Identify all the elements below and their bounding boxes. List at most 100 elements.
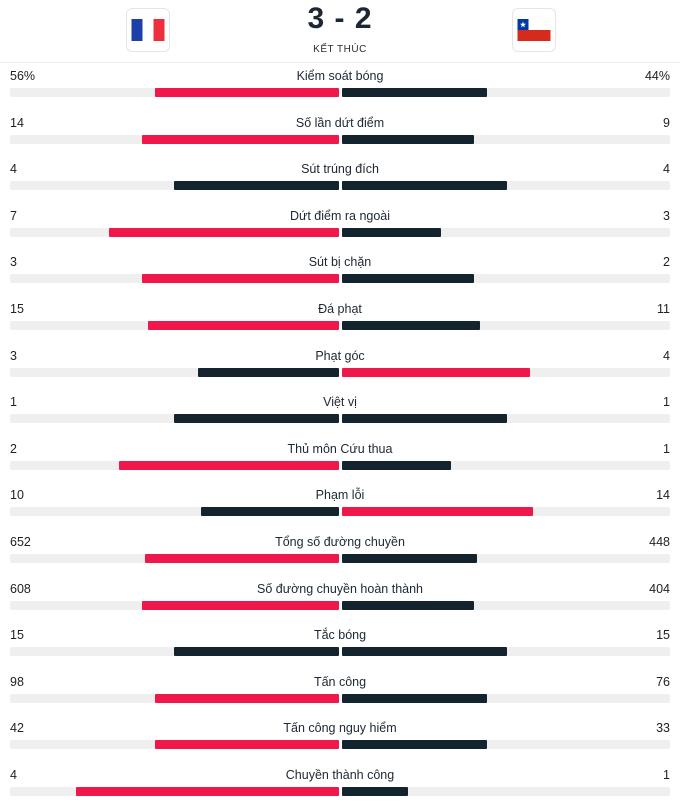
away-bar-track <box>342 553 670 563</box>
home-bar-track <box>10 507 339 517</box>
stat-row: 10 Phạm lỗi 14 <box>0 482 680 529</box>
away-bar-track <box>342 181 670 191</box>
stat-name: Kiểm soát bóng <box>296 69 384 83</box>
away-stat-value: 2 <box>663 255 670 270</box>
stat-row: 7 Dứt điểm ra ngoài 3 <box>0 203 680 250</box>
away-bar-fill <box>342 414 507 424</box>
home-bar-track <box>10 88 339 97</box>
away-bar-track <box>342 600 670 610</box>
away-bar-track <box>342 740 670 750</box>
chile-flag-icon[interactable] <box>512 8 556 52</box>
home-bar-fill <box>155 693 339 703</box>
home-bar-track <box>10 227 339 237</box>
stat-row: 1 Việt vị 1 <box>0 389 680 436</box>
home-bar-fill <box>119 460 339 470</box>
home-bar-track <box>10 647 339 657</box>
away-stat-value: 9 <box>663 115 670 130</box>
away-stat-value: 33 <box>656 721 670 736</box>
away-bar-fill <box>342 181 507 191</box>
france-flag-icon[interactable] <box>126 8 170 52</box>
away-bar-track <box>342 134 670 144</box>
home-stat-value: 1 <box>10 395 17 410</box>
away-bar-fill <box>342 320 480 330</box>
home-bar-track <box>10 553 339 563</box>
away-stat-value: 14 <box>656 488 670 503</box>
match-status: KẾT THÚC <box>313 44 367 55</box>
away-bar-track <box>342 507 670 517</box>
stat-row: 4 Sút trúng đích 4 <box>0 156 680 203</box>
stat-row: 56% Kiểm soát bóng 44% <box>0 63 680 110</box>
home-bar-track <box>10 320 339 330</box>
home-bar-track <box>10 600 339 610</box>
france-flag-graphic <box>131 19 165 41</box>
stat-name: Chuyền thành công <box>285 767 395 782</box>
stat-name: Số đường chuyền hoàn thành <box>257 581 423 596</box>
away-bar-track <box>342 460 670 470</box>
away-bar-fill <box>342 507 533 517</box>
away-bar-fill <box>342 88 487 97</box>
home-bar-track <box>10 740 339 750</box>
away-bar-fill <box>342 134 474 144</box>
stat-row: 98 Tấn công 76 <box>0 669 680 716</box>
home-bar-fill <box>109 227 339 237</box>
home-stat-value: 42 <box>10 721 24 736</box>
home-stat-value: 2 <box>10 441 17 456</box>
home-bar-fill <box>142 600 339 610</box>
stat-row: 14 Số lần dứt điểm 9 <box>0 110 680 157</box>
home-bar-track <box>10 414 339 424</box>
home-stat-value: 10 <box>10 488 24 503</box>
stat-name: Phạt góc <box>315 348 365 363</box>
stat-name: Phạm lỗi <box>315 488 365 503</box>
away-bar-fill <box>342 227 441 237</box>
away-stat-value: 448 <box>649 534 670 549</box>
away-bar-track <box>342 693 670 703</box>
away-bar-fill <box>342 786 408 796</box>
home-bar-fill <box>174 647 339 657</box>
away-stat-value: 1 <box>663 395 670 410</box>
home-bar-fill <box>148 320 339 330</box>
away-bar-fill <box>342 647 507 657</box>
stat-row: 608 Số đường chuyền hoàn thành 404 <box>0 576 680 623</box>
stat-row: 42 Tấn công nguy hiểm 33 <box>0 715 680 762</box>
home-bar-track <box>10 460 339 470</box>
away-bar-track <box>342 88 670 97</box>
stats-list: 56% Kiểm soát bóng 44% 14 Số lần dứt điểm 9 4 S… <box>0 63 680 809</box>
stat-name: Dứt điểm ra ngoài <box>289 208 391 223</box>
stat-row: 3 Sút bị chặn 2 <box>0 249 680 296</box>
away-bar-fill <box>342 693 487 703</box>
stat-row: 15 Tắc bóng 15 <box>0 622 680 669</box>
away-stat-value: 3 <box>663 208 670 223</box>
home-bar-fill <box>198 367 339 377</box>
away-bar-track <box>342 274 670 284</box>
away-stat-value: 4 <box>663 348 670 363</box>
home-bar-track <box>10 693 339 703</box>
stat-name: Tấn công <box>313 674 367 689</box>
home-stat-value: 652 <box>10 534 31 549</box>
stat-name: Sút bị chặn <box>308 255 372 270</box>
away-bar-track <box>342 227 670 237</box>
home-stat-value: 15 <box>10 301 24 316</box>
home-bar-fill <box>201 507 339 517</box>
home-stat-value: 15 <box>10 628 24 643</box>
home-bar-fill <box>174 414 339 424</box>
away-bar-fill <box>342 740 487 750</box>
match-score: 3 - 2 <box>307 2 373 35</box>
away-bar-track <box>342 786 670 796</box>
away-bar-track <box>342 414 670 424</box>
stat-row: 4 Chuyền thành công 1 <box>0 762 680 809</box>
away-stat-value: 4 <box>663 162 670 177</box>
stat-row: 2 Thủ môn Cứu thua 1 <box>0 436 680 483</box>
match-header: 3 - 2 KẾT THÚC <box>0 0 680 63</box>
away-bar-fill <box>342 367 530 377</box>
stat-row: 652 Tổng số đường chuyền 448 <box>0 529 680 576</box>
away-bar-fill <box>342 553 477 563</box>
stat-name: Tắc bóng <box>313 628 367 643</box>
home-bar-track <box>10 367 339 377</box>
away-bar-track <box>342 320 670 330</box>
home-bar-fill <box>145 553 339 563</box>
stat-name: Sút trúng đích <box>301 162 379 177</box>
stat-row: 3 Phạt góc 4 <box>0 343 680 390</box>
home-bar-fill <box>174 181 339 191</box>
home-bar-fill <box>155 88 339 97</box>
home-stat-value: 4 <box>10 767 17 782</box>
